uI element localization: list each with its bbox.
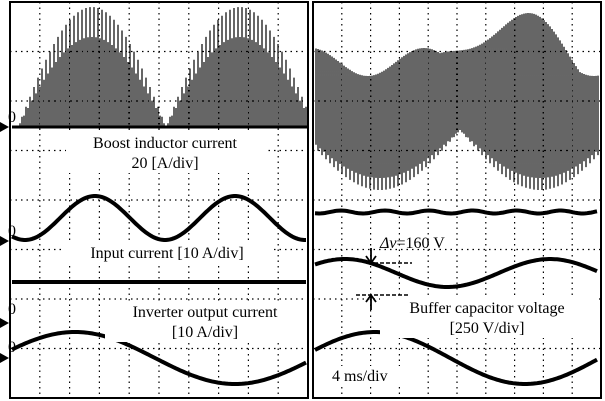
zero-label: 0 (8, 223, 16, 240)
zero-markers: 0 0 0 0 (0, 109, 16, 363)
annotation: Boost inductor current (93, 135, 238, 152)
zero-label: 0 (8, 109, 16, 126)
annotation: Buffer capacitor voltage (409, 300, 564, 317)
zero-label: 0 (8, 301, 16, 318)
zero-marker (0, 318, 9, 328)
zero-label: 0 (8, 339, 16, 356)
annotation: 4 ms/div (332, 368, 388, 385)
flat-trace (315, 211, 597, 214)
annotation: [250 V/div] (450, 320, 525, 337)
annotation: 20 [A/div] (131, 155, 198, 172)
delta-value: =160 V (397, 235, 446, 252)
annotation: [10 A/div] (172, 324, 238, 341)
annotation: Input current [10 A/div] (90, 245, 243, 262)
oscilloscope-figure: Boost inductor current 20 [A/div] Input … (0, 0, 605, 401)
delta-symbol: Δv (379, 235, 397, 252)
delta-label: Δv=160 V (379, 235, 445, 252)
buffer-capacitor-voltage (315, 259, 597, 287)
annotation: Inverter output current (133, 304, 278, 321)
inductor-current-burst (18, 7, 306, 127)
arrow (366, 295, 376, 310)
